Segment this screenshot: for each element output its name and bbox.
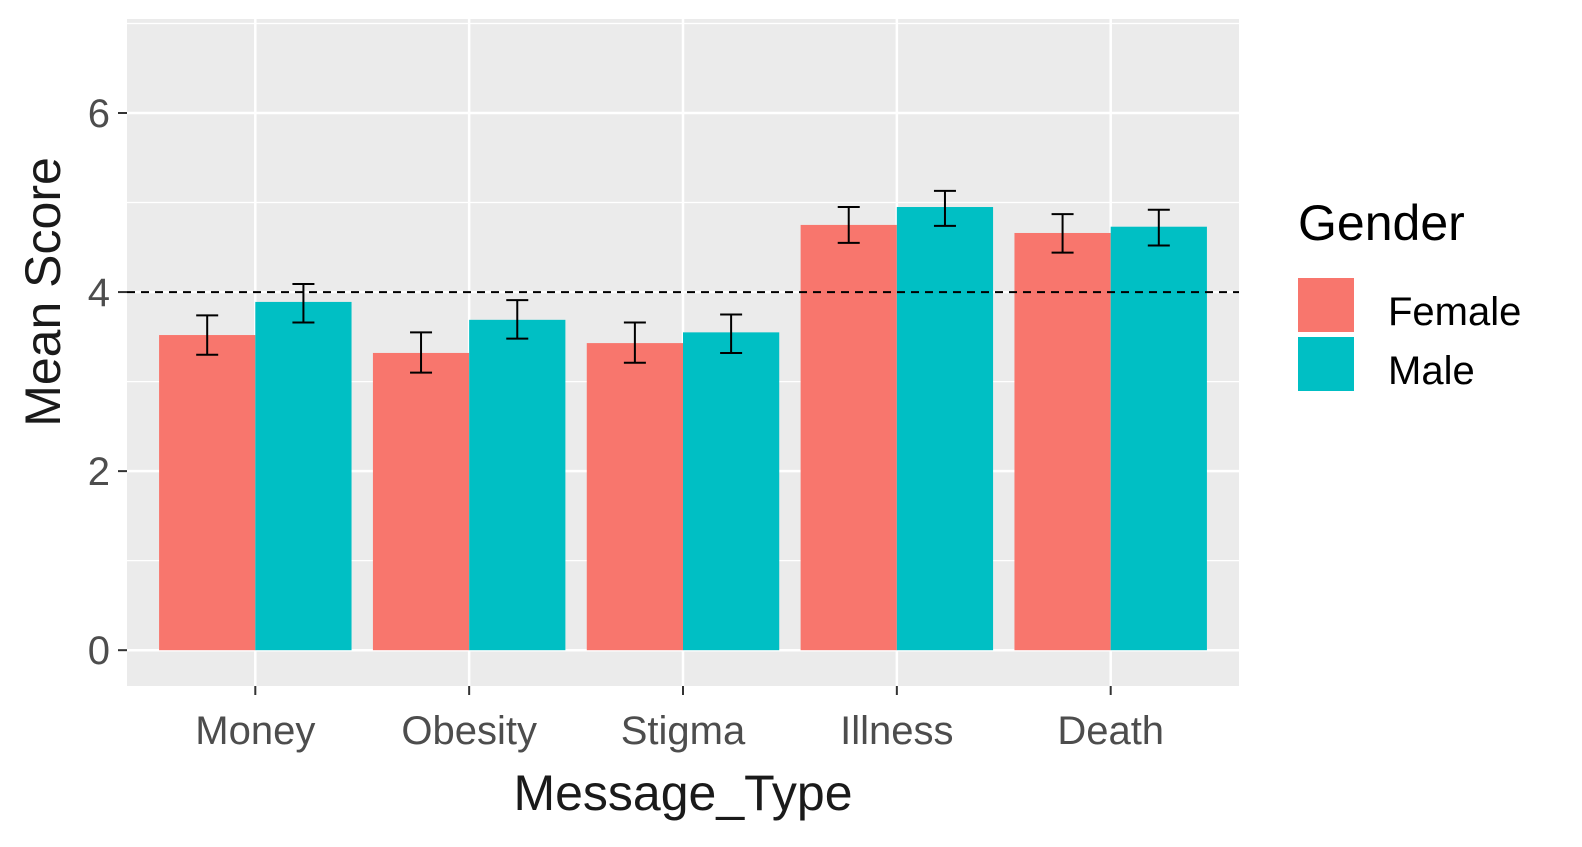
x-tick-label-stigma: Stigma bbox=[621, 709, 746, 753]
y-axis: 0 2 4 6 bbox=[88, 92, 127, 673]
legend-key-female bbox=[1298, 278, 1354, 332]
x-axis: Money Obesity Stigma Illness Death bbox=[195, 686, 1164, 753]
bar-male-death bbox=[1110, 226, 1207, 651]
errorbar-female-obesity bbox=[410, 331, 433, 374]
bar-female-obesity bbox=[372, 352, 470, 651]
y-tick-label: 4 bbox=[88, 271, 110, 315]
bar-male-obesity bbox=[469, 319, 566, 651]
errorbar-female-money bbox=[196, 314, 219, 356]
legend-label-female: Female bbox=[1388, 290, 1521, 334]
error-bars bbox=[196, 189, 1170, 374]
bar-male-illness bbox=[896, 207, 994, 651]
errorbar-male-obesity bbox=[506, 299, 529, 340]
errorbar-male-money bbox=[292, 283, 315, 324]
y-tick-label: 6 bbox=[88, 92, 110, 136]
bars bbox=[159, 207, 1207, 651]
legend-key-male bbox=[1298, 337, 1354, 391]
bar-female-death bbox=[1014, 232, 1111, 651]
legend-label-male: Male bbox=[1388, 349, 1475, 393]
bar-female-illness bbox=[800, 224, 897, 651]
x-tick-label-illness: Illness bbox=[840, 709, 953, 753]
bar-female-money bbox=[159, 335, 256, 651]
errorbar-female-illness bbox=[837, 206, 860, 244]
bar-male-stigma bbox=[683, 332, 780, 651]
y-tick-label: 0 bbox=[88, 629, 110, 673]
errorbar-male-death bbox=[1147, 208, 1170, 247]
errorbar-male-stigma bbox=[720, 313, 743, 354]
x-tick-label-money: Money bbox=[195, 709, 315, 753]
y-tick-label: 2 bbox=[88, 450, 110, 494]
bar-male-money bbox=[255, 301, 352, 651]
errorbar-male-illness bbox=[933, 189, 956, 227]
x-tick-label-obesity: Obesity bbox=[401, 709, 537, 753]
x-axis-title: Message_Type bbox=[513, 765, 852, 821]
y-axis-title: Mean Score bbox=[15, 157, 71, 427]
errorbar-female-stigma bbox=[623, 321, 646, 364]
errorbar-female-death bbox=[1051, 213, 1074, 254]
x-tick-label-death: Death bbox=[1057, 709, 1164, 753]
legend-title: Gender bbox=[1298, 195, 1465, 251]
bar-female-stigma bbox=[586, 343, 683, 651]
legend: Gender Female Male bbox=[1298, 195, 1521, 393]
